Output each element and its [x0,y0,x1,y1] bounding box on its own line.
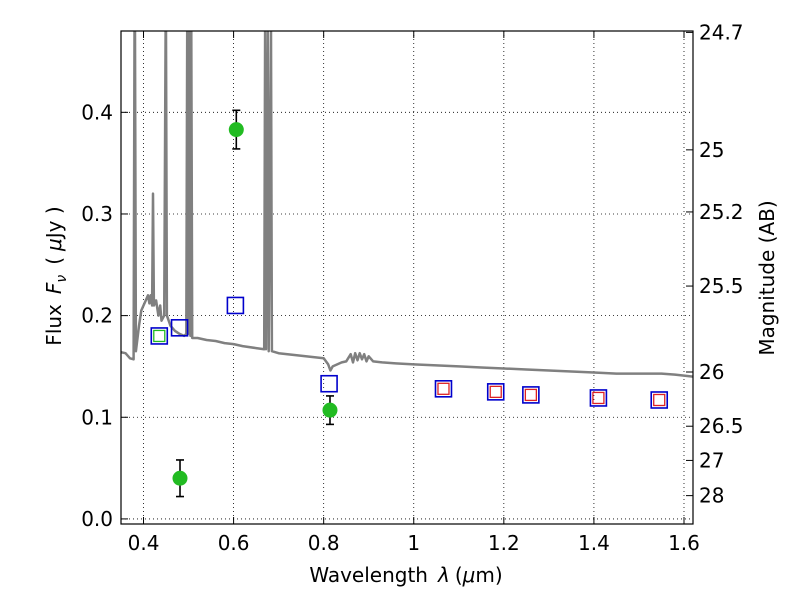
x-tick-label: 0.8 [308,531,340,555]
spectrum-layer [121,31,693,378]
red-inner-square-marker [489,385,502,399]
y-axis-title-subscript: ν [54,275,70,283]
x-axis-title-unit-mu: μ [462,563,476,587]
x-axis-title-unit-rest: m) [475,563,502,587]
x-tick-label: 1.4 [578,531,610,555]
x-axis-title-unit-open: ( [455,563,463,587]
green-inner-square-marker [153,329,166,343]
marker-layer [150,109,669,498]
x-tick-label: 0.6 [218,531,250,555]
y2-tick-label: 26 [699,360,724,384]
model-square-marker [650,391,669,409]
x-axis-title: Wavelength λ (μm) [309,563,502,587]
spectrum-line [121,31,693,378]
y2-tick-label: 28 [699,484,724,508]
x-axis-title-symbol: λ [437,563,450,587]
model-square-marker [320,374,338,393]
y-tick-label: 0.0 [81,507,113,531]
y-axis-title-text: Flux [42,304,66,346]
x-tick-label: 1.2 [488,531,520,555]
y-axis-title-unit-mu: μ [42,238,66,252]
red-inner-square-marker [524,388,538,402]
red-inner-square-marker [437,382,450,395]
model-square-marker [170,319,189,337]
y-tick-label: 0.3 [81,202,113,226]
observed-point-marker [228,122,244,138]
model-square-marker [434,380,453,398]
y2-tick-label: 25.5 [699,274,744,298]
y-axis-title-symbol: F [42,282,66,294]
observed-point-marker [322,402,338,418]
x-tick-label: 0.4 [128,531,160,555]
plot-frame [120,30,694,525]
y2-tick-label: 25 [699,138,724,162]
y2-tick-label: 26.5 [699,414,744,438]
y-axis-title-unit-open: ( [42,257,66,265]
ticks: 0.4 0.6 0.8 1 1.2 1.4 1.6 0.0 0.1 0.2 0.3 0.4 24.7 25… [81,20,743,555]
red-inner-square-marker [653,393,666,407]
model-square-marker [522,386,540,404]
model-square-marker [150,327,169,345]
x-tick-label: 1 [407,531,420,555]
model-square-marker [486,383,505,401]
grid [121,31,693,524]
y-axis-title: Flux Fν ( μJy ) [42,206,70,345]
y2-axis-title: Magnitude (AB) [755,200,779,355]
model-square-marker [589,389,608,407]
x-axis-title-text: Wavelength [309,563,428,587]
y-tick-label: 0.1 [81,405,113,429]
model-square-marker [226,296,245,315]
y2-tick-label: 27 [699,448,724,472]
y-tick-label: 0.2 [81,304,113,328]
x-tick-label: 1.6 [668,531,700,555]
y-tick-label: 0.4 [81,100,113,124]
observed-point-marker [172,470,188,486]
y2-tick-label: 25.2 [699,200,744,224]
red-inner-square-marker [592,391,605,405]
y-axis-title-unit-rest: Jy ) [42,206,66,240]
y2-tick-label: 24.7 [699,20,744,44]
